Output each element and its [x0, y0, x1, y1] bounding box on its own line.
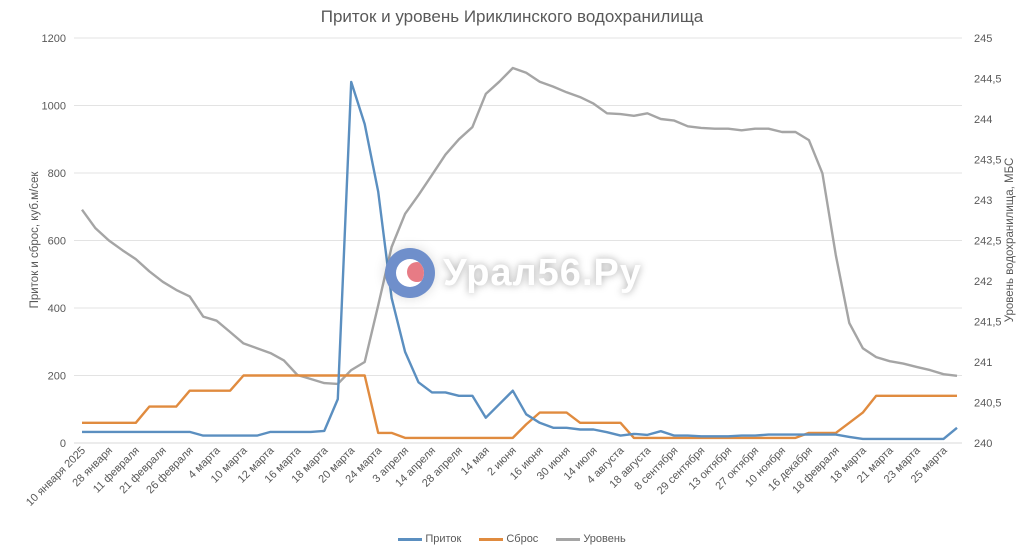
right-tick-label: 244: [974, 114, 992, 126]
left-tick-label: 0: [60, 438, 66, 450]
right-axis-title: Уровень водохранилища, МБС: [1004, 158, 1016, 323]
right-axis-ticks: 240 240,5 241 241,5 242 242,5 243 243,5 244 244,5…: [974, 33, 1002, 450]
series-line-inflow: [82, 80, 958, 441]
watermark: Урал56.Ру: [385, 248, 642, 298]
legend-label: Приток: [425, 533, 462, 545]
chart-title: Приток и уровень Ириклинского водохранил…: [320, 7, 704, 26]
left-tick-label: 400: [48, 303, 66, 315]
series-lines: [81, 66, 958, 441]
left-tick-label: 600: [48, 236, 66, 248]
right-tick-label: 243,5: [974, 155, 1002, 167]
legend-label: Сброс: [506, 533, 539, 545]
series-line-outflow: [82, 374, 957, 440]
left-tick-label: 200: [48, 371, 66, 383]
right-tick-label: 241: [974, 357, 992, 369]
left-tick-label: 800: [48, 168, 66, 180]
legend-swatch-inflow: [398, 537, 423, 541]
right-tick-label: 244,5: [974, 74, 1002, 86]
gridlines: [74, 37, 962, 444]
left-axis-title: Приток и сброс, куб.м/сек: [29, 171, 41, 309]
legend-item-outflow: Сброс: [479, 533, 538, 545]
legend: Приток Сброс Уровень: [0, 533, 1024, 545]
left-tick-label: 1200: [42, 33, 66, 45]
watermark-text: Урал56.Ру: [443, 251, 642, 294]
right-tick-label: 240,5: [974, 398, 1002, 410]
legend-swatch-outflow: [479, 537, 504, 541]
right-tick-label: 241,5: [974, 317, 1002, 329]
right-tick-label: 242,5: [974, 236, 1002, 248]
right-tick-label: 242: [974, 276, 992, 288]
legend-item-inflow: Приток: [398, 533, 461, 545]
legend-item-level: Уровень: [556, 533, 626, 545]
right-tick-label: 245: [974, 33, 992, 45]
right-tick-label: 243: [974, 195, 992, 207]
legend-swatch-level: [556, 537, 581, 541]
left-axis-ticks: 0 200 400 600 800 1000 1200: [42, 33, 66, 450]
left-tick-label: 1000: [42, 101, 66, 113]
watermark-logo-icon: [385, 248, 435, 298]
right-tick-label: 240: [974, 438, 992, 450]
series-line-level: [81, 66, 958, 386]
legend-label: Уровень: [583, 533, 626, 545]
